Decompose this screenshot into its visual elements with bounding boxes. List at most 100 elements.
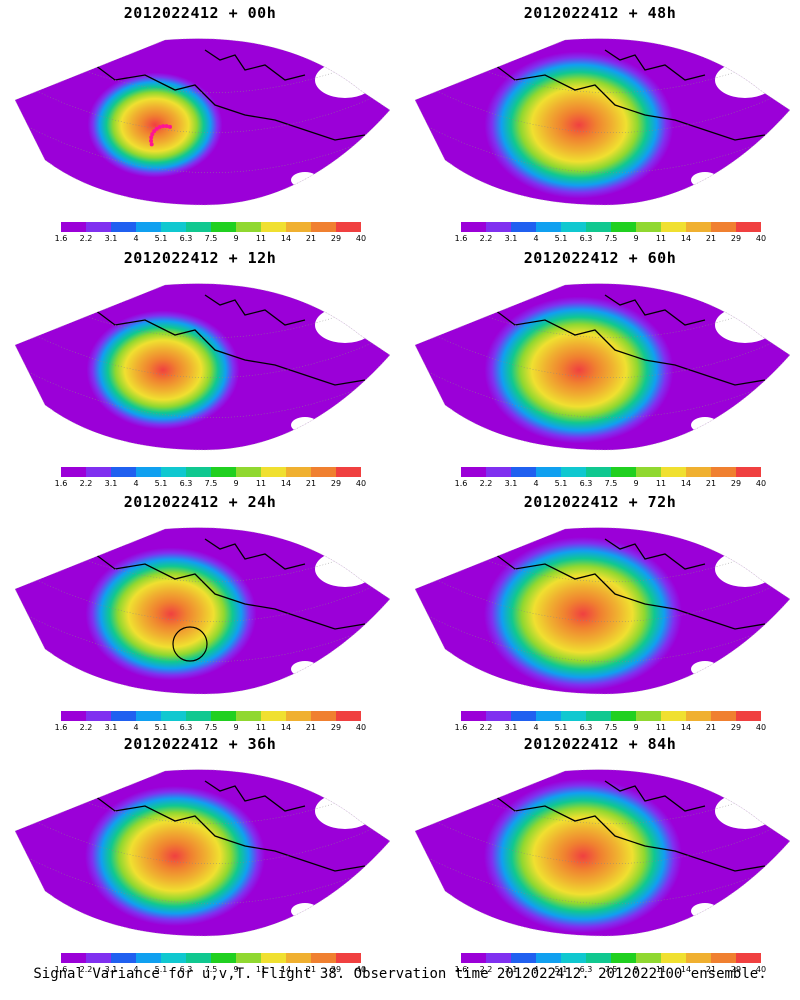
graticule-line — [415, 850, 790, 904]
colorbar-swatch — [661, 953, 686, 963]
colorbar-label: 2.2 — [479, 479, 493, 488]
colorbar-label: 7.5 — [204, 965, 218, 974]
colorbar-swatch — [236, 222, 261, 232]
observation-dot — [167, 124, 172, 129]
colorbar-label: 6.3 — [579, 723, 593, 732]
colorbar-swatch — [536, 222, 561, 232]
colorbar-swatch — [86, 222, 111, 232]
colorbar-label: 21 — [305, 234, 317, 243]
colorbar-label: 7.5 — [604, 723, 618, 732]
coastline — [64, 49, 366, 141]
colorbar-swatch — [161, 711, 186, 721]
graticule-line — [415, 810, 790, 864]
variance-map — [414, 769, 791, 937]
graticule-line — [415, 364, 790, 418]
colorbar-label: 6.3 — [179, 479, 193, 488]
colorbar — [461, 222, 761, 232]
colorbar-label: 1.6 — [454, 479, 468, 488]
colorbar-label: 14 — [680, 479, 692, 488]
colorbar-label: 5.1 — [154, 965, 168, 974]
colorbar-label: 2.2 — [79, 723, 93, 732]
colorbar-label: 11 — [655, 723, 667, 732]
graticule-line — [15, 528, 390, 582]
no-data-patch — [15, 891, 55, 911]
colorbar-swatch — [636, 222, 661, 232]
colorbar-swatch — [211, 953, 236, 963]
colorbar-label: 29 — [730, 479, 742, 488]
colorbar-label: 4 — [133, 965, 139, 974]
colorbar-label: 4 — [533, 479, 539, 488]
colorbar-swatch — [286, 953, 311, 963]
colorbar-swatch — [261, 467, 286, 477]
colorbar-swatch — [236, 711, 261, 721]
colorbar-swatch — [611, 222, 636, 232]
colorbar-label: 29 — [730, 234, 742, 243]
colorbar-swatch — [511, 467, 536, 477]
graticule-line — [15, 608, 390, 662]
variance-field — [85, 786, 265, 926]
colorbar-label: 40 — [755, 479, 767, 488]
colorbar-swatch — [61, 222, 86, 232]
colorbar-label: 3.1 — [504, 723, 518, 732]
no-data-patch — [715, 551, 775, 587]
colorbar-swatch — [61, 953, 86, 963]
variance-map — [14, 527, 391, 695]
map-outline — [414, 38, 791, 206]
colorbar-label: 29 — [330, 479, 342, 488]
map-outline — [14, 527, 391, 695]
map-outline — [14, 769, 391, 937]
variance-field — [87, 72, 223, 178]
colorbar-swatch — [536, 711, 561, 721]
colorbar-swatch — [661, 222, 686, 232]
colorbar-label: 2.2 — [79, 965, 93, 974]
colorbar-swatch — [586, 467, 611, 477]
colorbar-swatch — [561, 953, 586, 963]
colorbar-swatch — [586, 711, 611, 721]
colorbar-label: 21 — [705, 723, 717, 732]
colorbar-swatch — [336, 711, 361, 721]
colorbar-swatch — [211, 711, 236, 721]
variance-map — [14, 38, 391, 206]
colorbar-label: 1.6 — [54, 723, 68, 732]
graticule-line — [415, 284, 790, 338]
variance-field — [86, 310, 240, 430]
colorbar-swatch — [711, 953, 736, 963]
colorbar-label: 6.3 — [179, 234, 193, 243]
no-data-patch — [291, 903, 319, 919]
colorbar-swatch — [686, 711, 711, 721]
map-panel-2: 2012022412 + 12h 1.6 2.2 3.1 4 5.1 6.3 7.5 9 11 14… — [0, 245, 400, 490]
no-data-patch — [715, 793, 775, 829]
colorbar-label: 4 — [533, 965, 539, 974]
map-panel-0: 2012022412 + 00h 1.6 2.2 3.1 4 5.1 6.3 7.5 9 11 14… — [0, 0, 400, 245]
colorbar-label: 14 — [280, 479, 292, 488]
no-data-patch — [715, 62, 775, 98]
variance-field — [484, 779, 682, 933]
colorbar — [461, 953, 761, 963]
colorbar-swatch — [286, 222, 311, 232]
colorbar-label: 21 — [305, 479, 317, 488]
colorbar-swatch — [136, 953, 161, 963]
no-data-patch — [691, 903, 719, 919]
colorbar-label: 14 — [280, 965, 292, 974]
colorbar-swatch — [561, 222, 586, 232]
no-data-patch — [15, 405, 55, 425]
variance-map — [414, 38, 791, 206]
panel-title: 2012022412 + 84h — [523, 735, 677, 753]
observation-dot — [149, 135, 154, 140]
map-panel-6: 2012022412 + 36h 1.6 2.2 3.1 4 5.1 6.3 7.5 9 11 14… — [0, 731, 400, 976]
colorbar-label: 40 — [355, 965, 367, 974]
colorbar-swatch — [561, 711, 586, 721]
colorbar-label: 3.1 — [104, 965, 118, 974]
map-outline — [414, 527, 791, 695]
colorbar — [61, 467, 361, 477]
variance-field — [484, 51, 674, 199]
observation-dot — [164, 124, 169, 129]
no-data-patch — [715, 307, 775, 343]
map-panel-1: 2012022412 + 48h 1.6 2.2 3.1 4 5.1 6.3 7.5 9 11 14… — [400, 0, 800, 245]
colorbar-label: 40 — [355, 234, 367, 243]
colorbar-label: 2.2 — [479, 234, 493, 243]
coastline — [464, 49, 766, 141]
colorbar-swatch — [586, 222, 611, 232]
graticule-line — [15, 79, 390, 133]
colorbar — [461, 467, 761, 477]
